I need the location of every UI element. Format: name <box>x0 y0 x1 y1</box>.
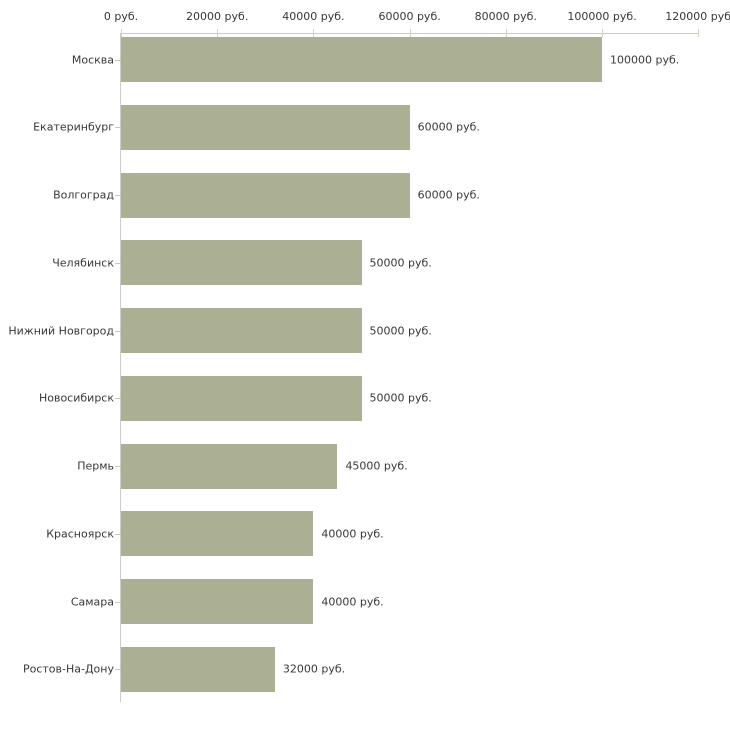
x-axis-tick-label: 20000 руб. <box>186 10 249 23</box>
x-axis-tick <box>217 29 219 37</box>
x-axis-tick-label: 0 руб. <box>103 10 139 23</box>
x-axis-tick <box>505 29 507 37</box>
y-axis-tick <box>115 533 121 535</box>
x-axis-tick-label: 120000 руб <box>665 10 730 23</box>
x-axis-tick-label: 80000 руб. <box>474 10 537 23</box>
y-axis-tick <box>115 262 121 264</box>
category-label: Ростов-На-Дону <box>22 662 114 676</box>
y-axis-tick <box>115 59 121 61</box>
category-label: Новосибирск <box>38 391 114 405</box>
y-axis-tick <box>115 330 121 332</box>
bar-нижний-новгород <box>121 308 362 353</box>
bar-value-label: 45000 руб. <box>345 459 408 473</box>
category-label: Самара <box>70 595 114 608</box>
bar-челябинск <box>121 240 362 286</box>
y-axis-tick <box>115 466 121 467</box>
bar-красноярск <box>121 511 314 557</box>
y-axis-tick <box>115 669 121 671</box>
bar-value-label: 50000 руб. <box>369 391 432 405</box>
bar-value-label: 50000 руб. <box>369 256 432 270</box>
bar-екатеринбург <box>121 104 410 150</box>
bar-value-label: 100000 руб. <box>610 53 680 66</box>
y-axis-tick <box>115 195 121 196</box>
bar-москва <box>121 37 602 82</box>
x-axis-tick <box>602 29 603 37</box>
bar-value-label: 32000 руб. <box>282 662 346 676</box>
x-axis-tick <box>313 29 315 37</box>
y-axis-line <box>120 33 121 702</box>
x-axis-tick <box>121 29 122 37</box>
category-label: Екатеринбург <box>33 120 114 134</box>
category-label: Волгоград <box>53 188 114 202</box>
bar-value-label: 40000 руб. <box>321 595 384 608</box>
category-label: Пермь <box>77 459 114 473</box>
x-axis-tick <box>409 29 411 37</box>
bar-value-label: 60000 руб. <box>417 120 480 134</box>
y-axis-tick <box>115 127 121 129</box>
bar-ростов-на-дону <box>121 646 275 692</box>
category-label: Нижний Новгород <box>8 324 114 337</box>
category-label: Челябинск <box>52 256 114 270</box>
bar-волгоград <box>121 172 410 218</box>
bar-value-label: 40000 руб. <box>321 527 384 541</box>
bar-новосибирск <box>121 375 362 421</box>
x-axis-tick <box>698 29 700 37</box>
y-axis-tick <box>115 398 121 400</box>
bar-пермь <box>121 443 338 489</box>
category-label: Красноярск <box>46 527 114 541</box>
bar-самара <box>121 579 314 624</box>
x-axis-tick-label: 60000 руб. <box>378 10 441 23</box>
y-axis-tick <box>115 601 121 603</box>
x-axis-tick-label: 100000 руб. <box>567 10 637 23</box>
bar-value-label: 50000 руб. <box>369 324 432 337</box>
category-label: Москва <box>71 53 114 66</box>
bar-value-label: 60000 руб. <box>417 188 480 202</box>
x-axis-tick-label: 40000 руб. <box>282 10 345 23</box>
